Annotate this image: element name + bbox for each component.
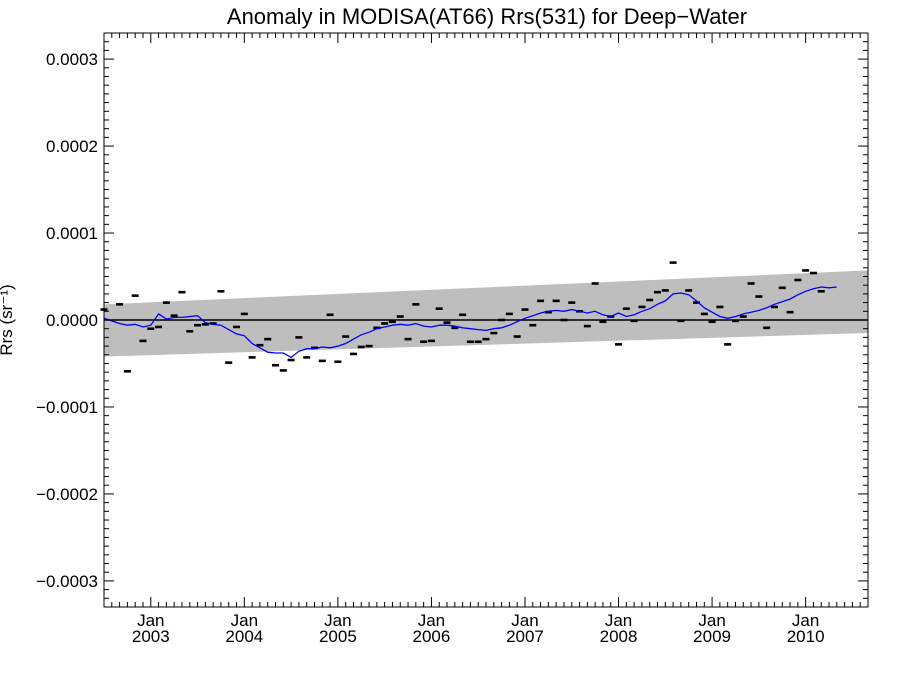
x-tick-month-label: Jan [511,611,538,630]
x-tick-month-label: Jan [698,611,725,630]
anomaly-markers [100,261,825,373]
confidence-band [104,270,868,357]
x-tick-month-label: Jan [792,611,819,630]
x-tick-year-label: 2007 [506,627,544,646]
x-tick-month-label: Jan [137,611,164,630]
y-axis-ticks: 0.0003 0.0002 0.0001 0.0000 −0.0001 −0.0002 −0… [36,32,868,608]
x-tick-year-label: 2008 [600,627,638,646]
x-axis-ticks: Jan2003Jan2004Jan2005Jan2006Jan2007Jan20… [103,33,869,646]
y-tick-label: 0.0002 [46,137,98,156]
x-tick-year-label: 2003 [132,627,170,646]
running-mean-line [103,286,837,359]
confidence-band-area [104,270,868,357]
x-tick-year-label: 2006 [413,627,451,646]
x-tick-year-label: 2009 [693,627,731,646]
x-tick-year-label: 2004 [225,627,263,646]
y-tick-label: −0.0003 [36,572,98,591]
y-axis-label: Rrs (sr⁻¹) [0,284,16,355]
x-tick-year-label: 2005 [319,627,357,646]
chart-title: Anomaly in MODISA(AT66) Rrs(531) for Dee… [227,4,747,29]
x-tick-month-label: Jan [605,611,632,630]
running-mean-series [103,286,837,359]
y-tick-label: 0.0001 [46,224,98,243]
y-tick-label: −0.0001 [36,398,98,417]
y-tick-label: 0.0000 [46,311,98,330]
x-tick-month-label: Jan [418,611,445,630]
y-tick-label: 0.0003 [46,50,98,69]
y-tick-label: −0.0002 [36,485,98,504]
x-tick-month-label: Jan [324,611,351,630]
x-tick-month-label: Jan [231,611,258,630]
x-tick-year-label: 2010 [787,627,825,646]
